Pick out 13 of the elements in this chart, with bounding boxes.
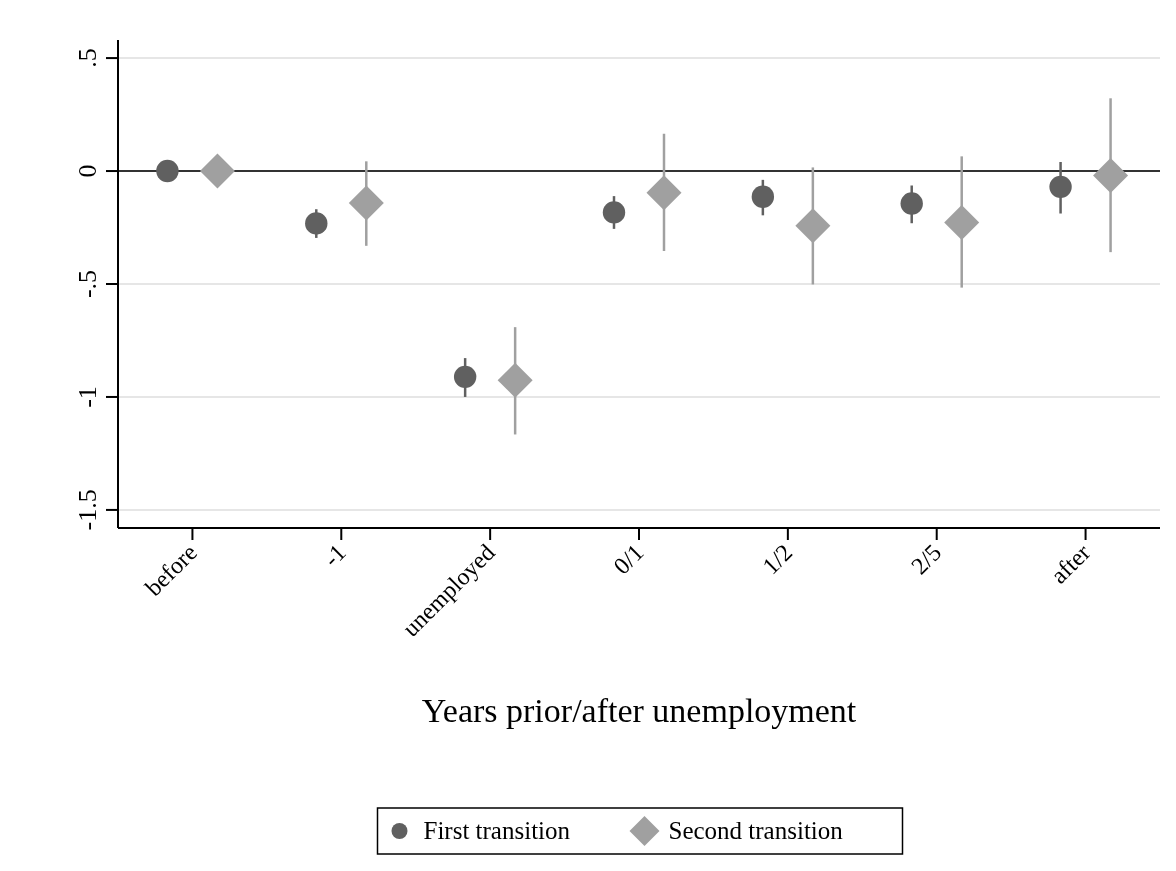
y-tick-label: -.5 <box>73 269 102 299</box>
x-tick-label: 2/5 <box>906 539 947 580</box>
y-tick-label: 0 <box>73 164 102 178</box>
y-tick-label: -1 <box>73 386 102 408</box>
legend-label: Second transition <box>668 817 844 844</box>
x-axis-title: Years prior/after unemployment <box>421 692 857 729</box>
x-tick-label: after <box>1045 539 1096 589</box>
legend-label: First transition <box>423 817 571 844</box>
y-tick-label: .5 <box>73 48 102 68</box>
x-tick-label: -1 <box>318 539 351 572</box>
x-tick-label: 1/2 <box>757 539 798 580</box>
x-tick-label: 0/1 <box>608 539 649 580</box>
y-tick-label: -1.5 <box>73 489 102 531</box>
